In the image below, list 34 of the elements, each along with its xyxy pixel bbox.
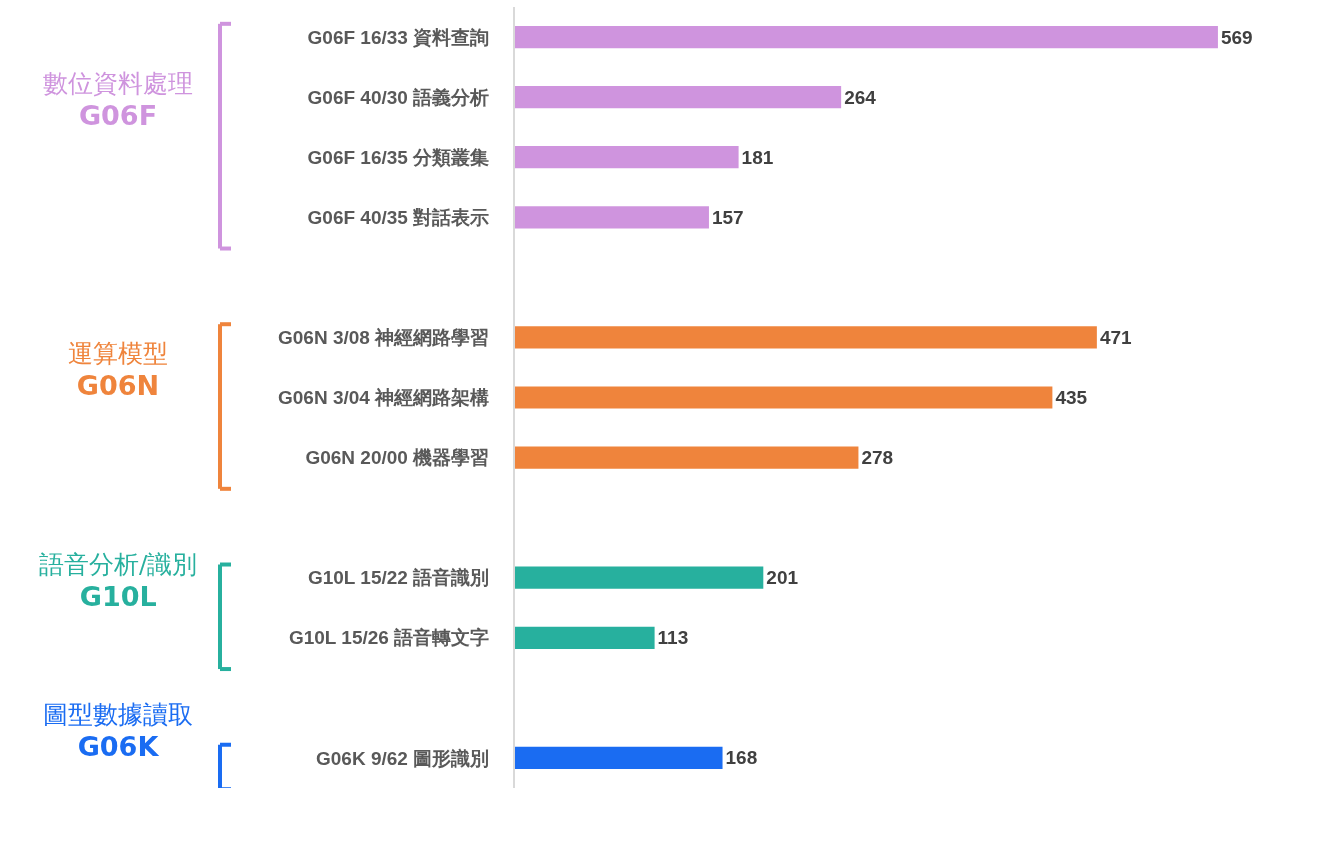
data-label: 471 <box>1099 326 1132 348</box>
text: 運算模型 G06N <box>68 339 168 401</box>
data-label: 168 <box>725 747 758 769</box>
data-label: 435 <box>1055 387 1088 408</box>
data-label: 201 <box>766 567 799 589</box>
data-label: 569 <box>1220 26 1253 48</box>
y-tick-label: G06F 16/33 資料查詢 <box>307 26 490 48</box>
y-tick-label: G10L 15/22 語音識別 <box>307 567 490 589</box>
y-tick-label: G06K 9/62 圖形識別 <box>316 747 490 769</box>
bar <box>515 326 1097 349</box>
bar <box>515 746 723 770</box>
text: 數位資料處理 G06F <box>43 69 193 131</box>
y-tick-label: G06F 16/35 分類叢集 <box>307 146 490 168</box>
y-tick-label: G06N 3/08 神經網路學習 <box>278 327 490 349</box>
y-tick-label: G06N 3/04 神經網路架構 <box>278 387 490 409</box>
bar <box>515 386 1053 409</box>
bar <box>515 86 842 109</box>
bar <box>515 206 709 229</box>
data-label: 278 <box>861 447 894 469</box>
legend-label: 語音分析/識別 G10L <box>39 550 198 612</box>
y-tick-label: G06N 20/00 機器學習 <box>305 447 490 469</box>
bar <box>515 446 859 469</box>
data-label: 157 <box>711 206 744 228</box>
data-label: 181 <box>741 146 774 168</box>
bar <box>515 146 739 169</box>
y-tick-label: G06F 40/35 對話表示 <box>307 206 490 228</box>
bar <box>515 626 655 649</box>
data-label: 113 <box>657 627 689 649</box>
bar <box>515 566 764 589</box>
y-tick-label: G06F 40/30 語義分析 <box>307 86 490 108</box>
legend-label: 圖型數據讀取 G06K <box>43 700 193 762</box>
bar <box>515 25 1218 49</box>
data-label: 264 <box>844 86 877 108</box>
y-tick-label: G10L 15/26 語音轉文字 <box>288 627 490 649</box>
